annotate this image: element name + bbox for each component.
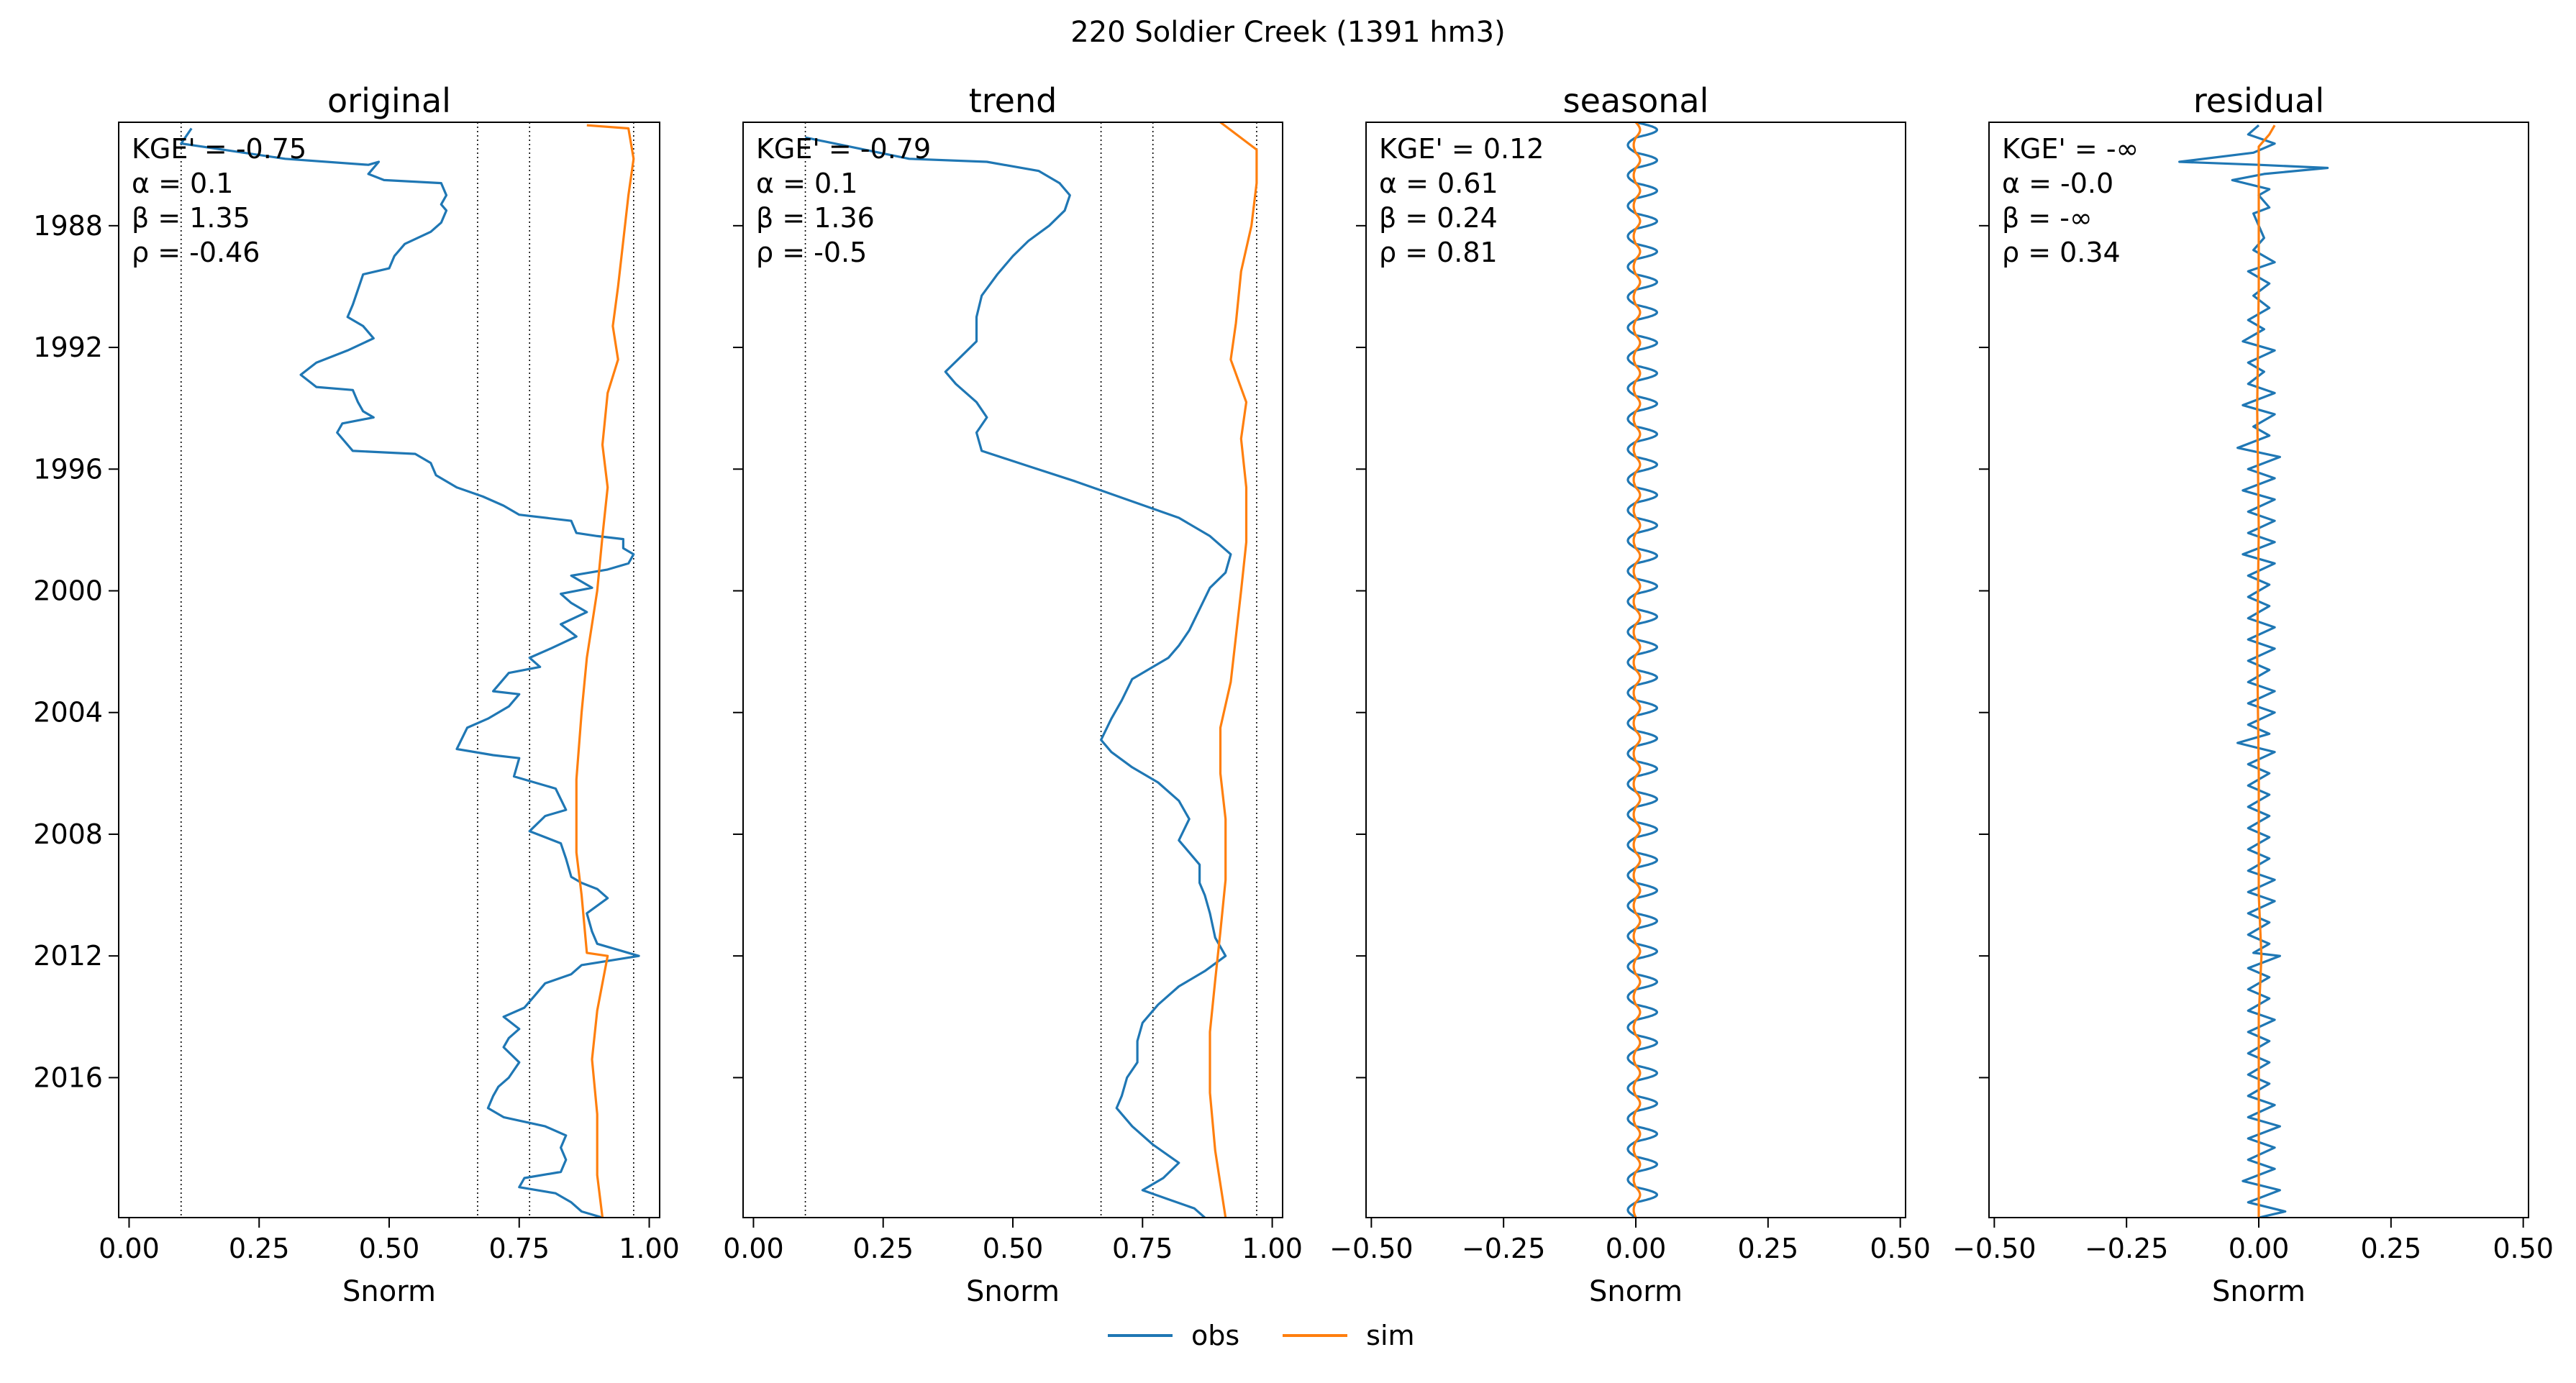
legend-label-obs: obs (1191, 1320, 1240, 1351)
x-tick-label: 0.50 (1870, 1233, 1931, 1264)
plot-area (805, 122, 1258, 1218)
x-tick-label: 0.50 (2493, 1233, 2554, 1264)
series-line-obs (2178, 124, 2329, 1218)
x-tick-label: 0.25 (2361, 1233, 2422, 1264)
series-line-sim (1209, 122, 1258, 1218)
x-axis-label: Snorm (342, 1275, 436, 1308)
series-line-obs (180, 127, 640, 1218)
x-tick-label: 0.50 (359, 1233, 420, 1264)
stat-label: ρ = -0.5 (756, 237, 867, 268)
stat-label: KGE' = -0.75 (132, 133, 306, 165)
legend-item-sim: sim (1283, 1320, 1415, 1351)
x-tick-label: 0.50 (983, 1233, 1044, 1264)
subplot-title: residual (2193, 81, 2324, 120)
x-axis-label: Snorm (2212, 1275, 2306, 1308)
y-tick-label: 2000 (33, 575, 103, 607)
subplot-trend: trend 0.00 0.25 0.50 0.75 1.00 Snorm KGE' = -0.… (723, 81, 1303, 1308)
subplot-original: original 0.00 0.25 0.50 0.75 1.00 Snorm 1988 199… (33, 81, 680, 1308)
stat-label: KGE' = -∞ (2002, 133, 2139, 165)
x-tick-label: 0.25 (852, 1233, 914, 1264)
stat-label: KGE' = 0.12 (1379, 133, 1544, 165)
legend-line-obs (1108, 1334, 1173, 1337)
x-axis-label: Snorm (966, 1275, 1060, 1308)
plot-frame (742, 122, 1283, 1218)
x-tick-label: 0.25 (229, 1233, 290, 1264)
stat-label: α = -0.0 (2002, 168, 2113, 199)
stat-label: ρ = -0.46 (132, 237, 260, 268)
subplot-residual: residual −0.50 −0.25 0.00 0.25 0.50 Snorm KGE' … (1952, 81, 2554, 1308)
series-line-sim (2256, 124, 2276, 1218)
x-tick-label: 0.00 (99, 1233, 160, 1264)
series-line-sim (575, 124, 635, 1218)
stat-label: ρ = 0.34 (2002, 237, 2121, 268)
y-tick-label: 2004 (33, 697, 103, 729)
stat-label: KGE' = -0.79 (756, 133, 931, 165)
legend-item-obs: obs (1108, 1320, 1239, 1351)
series-line-sim (1632, 122, 1642, 1218)
x-tick-label: 0.25 (1738, 1233, 1799, 1264)
subplot-title: original (327, 81, 451, 120)
x-axis-label: Snorm (1589, 1275, 1683, 1308)
figure-title: 220 Soldier Creek (1391 hm3) (1070, 16, 1506, 49)
y-tick-label: 1992 (33, 332, 103, 363)
subplot-title: seasonal (1563, 81, 1709, 120)
stat-label: α = 0.61 (1379, 168, 1498, 199)
stat-label: β = 1.35 (132, 202, 250, 234)
legend-label-sim: sim (1366, 1320, 1415, 1351)
stat-label: β = -∞ (2002, 202, 2093, 234)
subplot-title: trend (969, 81, 1057, 120)
y-tick-label: 1996 (33, 453, 103, 485)
x-tick-label: −0.25 (1462, 1233, 1545, 1264)
x-tick-label: 0.00 (2229, 1233, 2290, 1264)
x-tick-label: 0.75 (1112, 1233, 1173, 1264)
x-tick-label: 0.75 (488, 1233, 550, 1264)
plot-area (180, 124, 640, 1218)
x-tick-label: 1.00 (1242, 1233, 1303, 1264)
plot-frame (118, 122, 660, 1218)
plot-area (2178, 124, 2329, 1218)
x-tick-label: −0.25 (2085, 1233, 2168, 1264)
x-tick-label: −0.50 (1329, 1233, 1413, 1264)
x-tick-label: −0.50 (1952, 1233, 2036, 1264)
stat-label: β = 1.36 (756, 202, 875, 234)
x-tick-label: 1.00 (619, 1233, 680, 1264)
legend: obs sim (1108, 1310, 1458, 1361)
series-line-obs (1626, 122, 1658, 1218)
legend-line-sim (1283, 1334, 1348, 1337)
stat-label: β = 0.24 (1379, 202, 1498, 234)
stat-label: α = 0.1 (756, 168, 857, 199)
y-tick-label: 1988 (33, 210, 103, 242)
y-tick-label: 2008 (33, 818, 103, 850)
stat-label: α = 0.1 (132, 168, 233, 199)
plot-area (1626, 122, 1658, 1218)
stat-label: ρ = 0.81 (1379, 237, 1498, 268)
y-tick-label: 2012 (33, 940, 103, 972)
x-tick-label: 0.00 (1606, 1233, 1667, 1264)
subplot-seasonal: seasonal −0.50 −0.25 0.00 0.25 0.50 Snorm KGE' … (1329, 81, 1931, 1308)
series-line-obs (805, 136, 1232, 1218)
y-tick-label: 2016 (33, 1062, 103, 1093)
x-tick-label: 0.00 (723, 1233, 784, 1264)
